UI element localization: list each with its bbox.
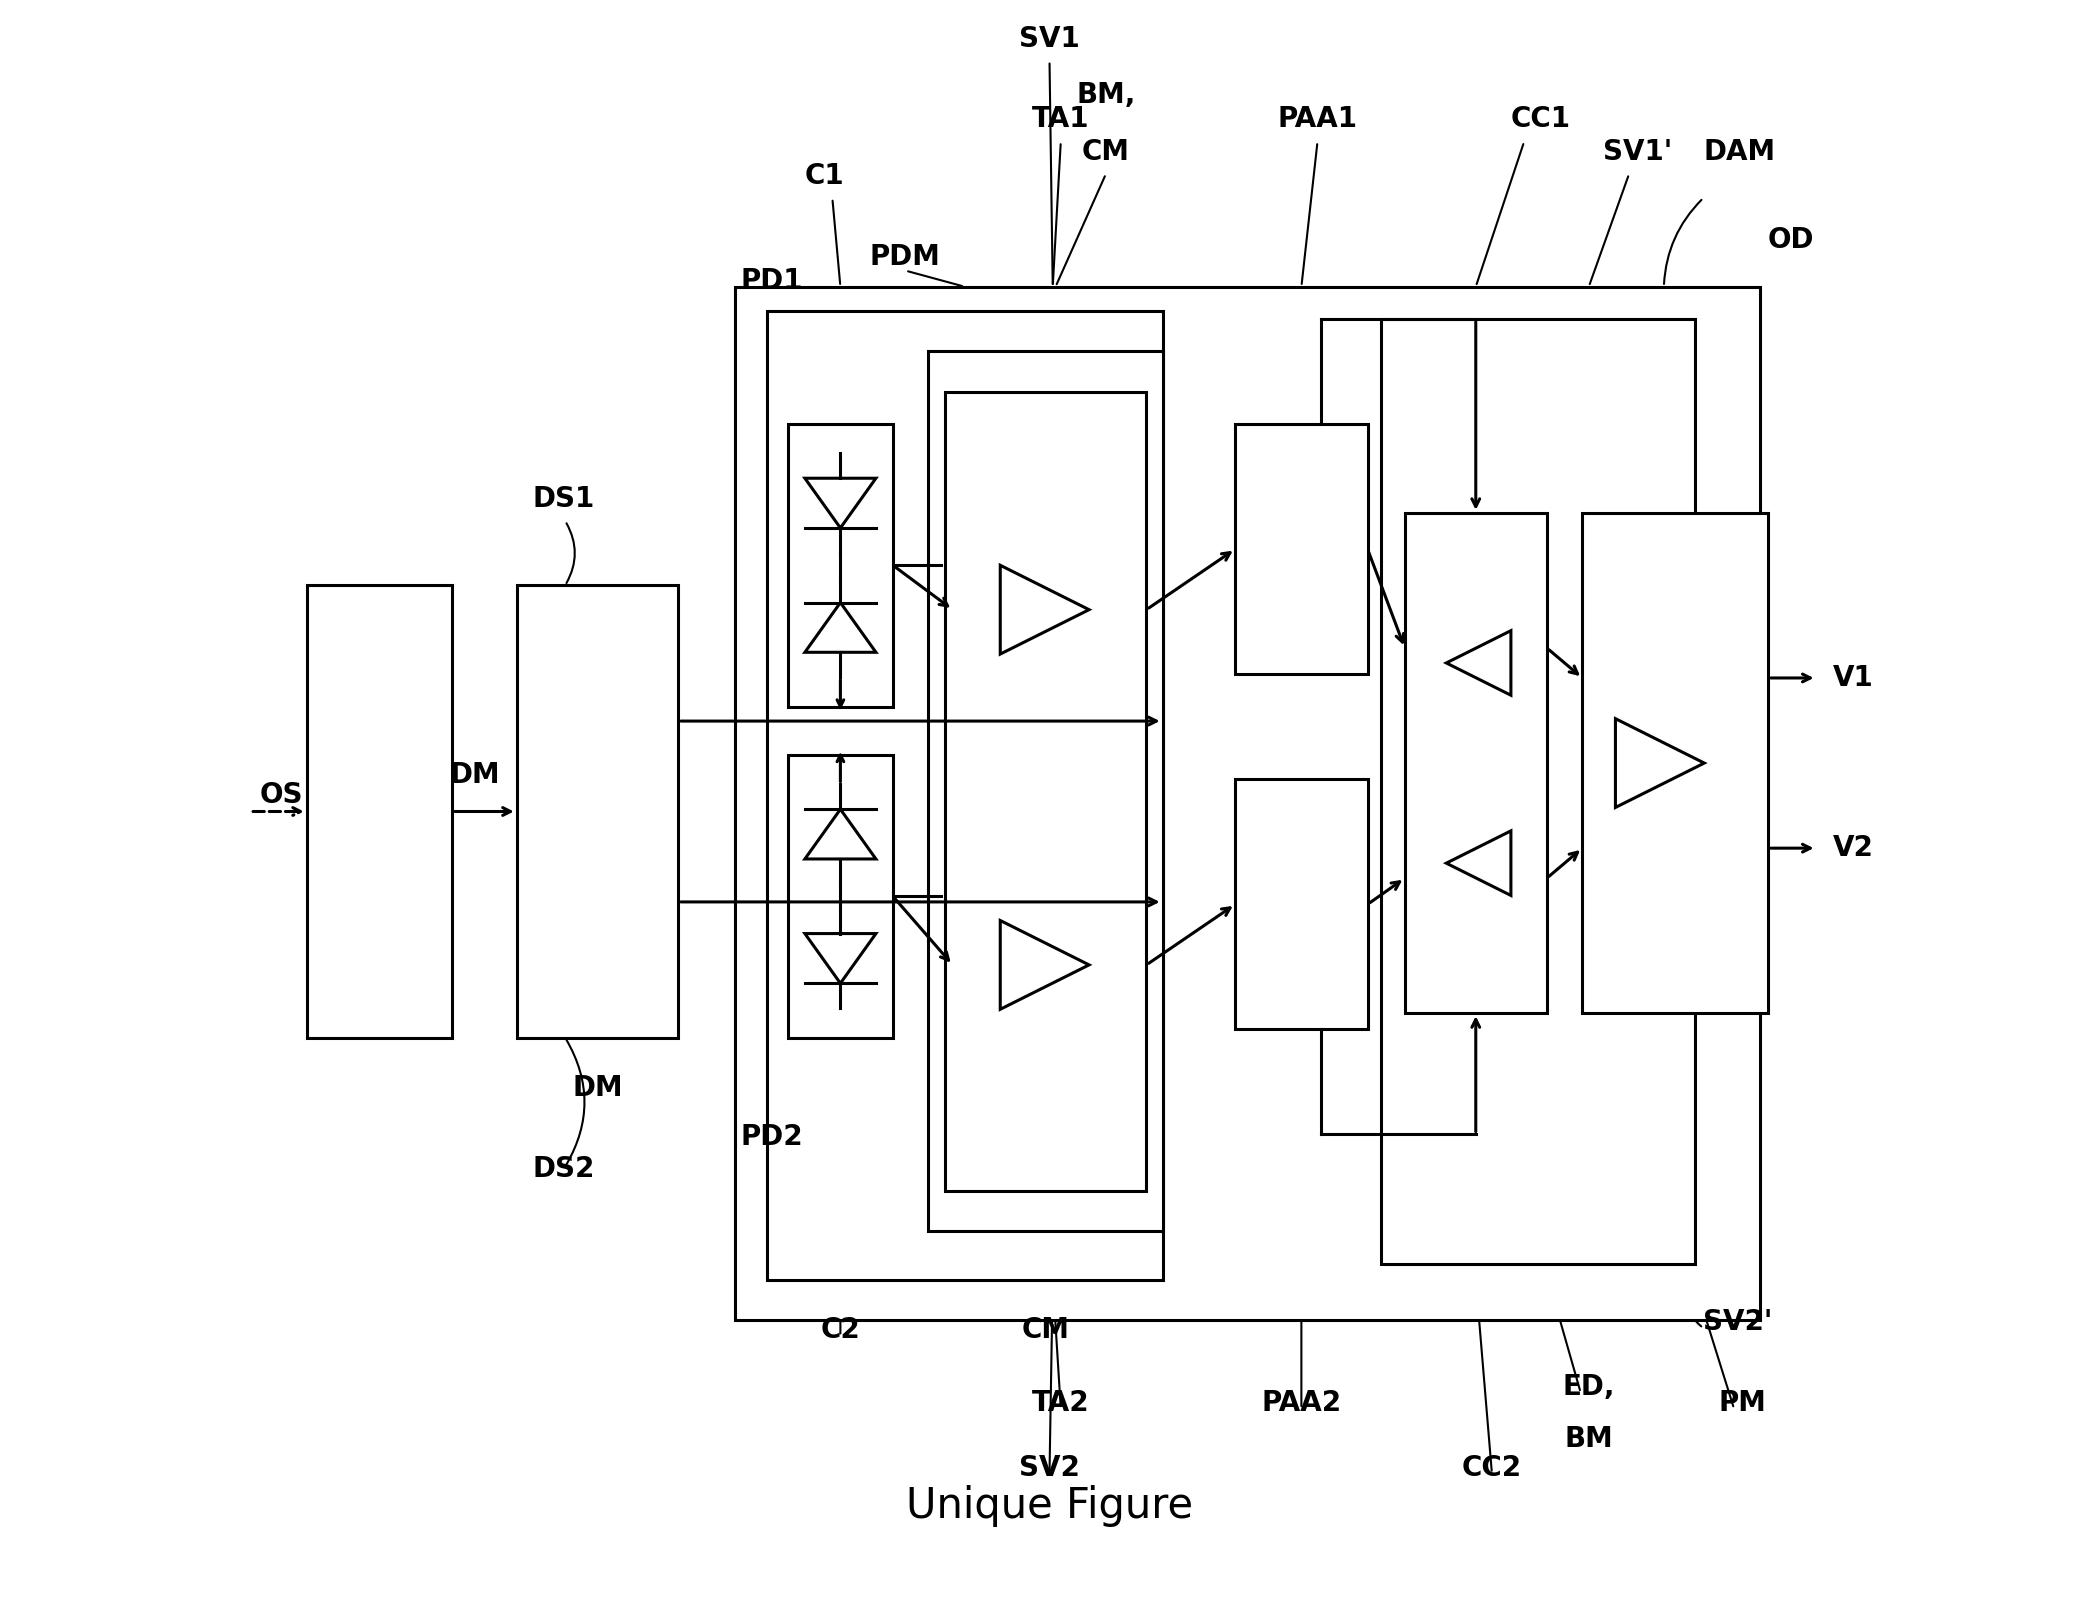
- Text: C2: C2: [821, 1316, 861, 1344]
- Text: SV2: SV2: [1018, 1454, 1081, 1482]
- Bar: [306, 586, 451, 1037]
- Text: BM,: BM,: [1077, 81, 1136, 109]
- Bar: [787, 755, 892, 1037]
- Bar: [928, 351, 1163, 1232]
- Text: PAA1: PAA1: [1278, 105, 1358, 133]
- Text: DS2: DS2: [533, 1156, 596, 1183]
- Bar: [787, 424, 892, 706]
- Text: SV1': SV1': [1604, 138, 1673, 166]
- Text: CC2: CC2: [1461, 1454, 1522, 1482]
- Bar: [735, 287, 1759, 1319]
- Text: TA1: TA1: [1033, 105, 1089, 133]
- Text: PDM: PDM: [869, 242, 940, 271]
- Text: SV1: SV1: [1020, 24, 1079, 52]
- Text: PM: PM: [1719, 1389, 1765, 1417]
- Text: DM: DM: [573, 1074, 623, 1102]
- Bar: [1381, 320, 1696, 1264]
- Text: PD2: PD2: [741, 1123, 804, 1151]
- Text: TA2: TA2: [1033, 1389, 1089, 1417]
- Text: ED,: ED,: [1562, 1373, 1614, 1401]
- Bar: [945, 391, 1146, 1191]
- Bar: [1404, 513, 1547, 1013]
- Text: CM: CM: [1022, 1316, 1070, 1344]
- Text: DM: DM: [449, 761, 500, 789]
- Text: DAM: DAM: [1704, 138, 1776, 166]
- Text: SV2': SV2': [1704, 1308, 1774, 1336]
- Text: PD1: PD1: [741, 266, 804, 295]
- Text: OS: OS: [260, 781, 304, 810]
- Text: C1: C1: [804, 162, 844, 190]
- Bar: [1234, 424, 1369, 674]
- Bar: [516, 586, 678, 1037]
- Bar: [1234, 779, 1369, 1029]
- Bar: [1583, 513, 1767, 1013]
- Text: CC1: CC1: [1511, 105, 1570, 133]
- Text: OD: OD: [1767, 227, 1814, 255]
- Bar: [766, 312, 1163, 1281]
- Text: PAA2: PAA2: [1261, 1389, 1341, 1417]
- Text: Unique Figure: Unique Figure: [907, 1485, 1192, 1527]
- Text: CM: CM: [1081, 138, 1129, 166]
- Text: BM: BM: [1564, 1425, 1614, 1453]
- Text: V2: V2: [1832, 834, 1874, 862]
- Text: V1: V1: [1832, 664, 1874, 691]
- Text: DS1: DS1: [533, 485, 594, 513]
